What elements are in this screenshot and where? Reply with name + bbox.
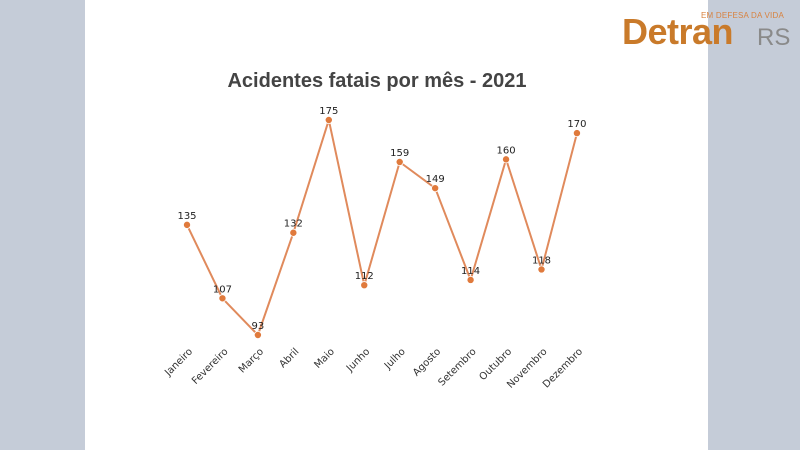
x-tick-label: Junho (344, 346, 372, 374)
data-label: 149 (426, 174, 445, 185)
chart-title: Acidentes fatais por mês - 2021 (227, 70, 526, 92)
data-point (289, 228, 298, 237)
x-tick-label: Janeiro (162, 346, 195, 379)
data-label: 107 (213, 284, 232, 295)
data-point (360, 281, 369, 290)
data-label: 132 (284, 219, 303, 230)
logo-word: Detran (622, 11, 734, 52)
series-line (186, 119, 578, 336)
data-label: 114 (461, 266, 480, 277)
data-point (182, 220, 191, 229)
data-point (572, 129, 581, 138)
data-point (218, 294, 227, 303)
data-point (537, 265, 546, 274)
x-tick-label: Julho (382, 346, 408, 372)
x-tick-label: Abril (278, 346, 302, 370)
data-label: 93 (252, 321, 265, 332)
data-label: 175 (319, 106, 338, 117)
x-tick-label: Maio (312, 346, 337, 371)
data-point (395, 157, 404, 166)
x-tick-label: Março (237, 346, 266, 375)
data-label: 159 (390, 148, 409, 159)
logo-suffix: RS (757, 24, 791, 51)
data-label: 112 (355, 271, 374, 282)
data-point (431, 184, 440, 193)
data-labels: 135 107 93 132 175 112 159 149 114 160 118 170 (177, 106, 586, 332)
data-point (466, 275, 475, 284)
x-tick-label: Setembro (437, 346, 479, 388)
x-tick-label: Fevereiro (190, 346, 230, 386)
x-tick-label: Agosto (411, 346, 443, 378)
data-point (253, 330, 262, 339)
x-tick-label: Outubro (478, 346, 515, 383)
data-point (502, 155, 511, 164)
data-label: 135 (177, 211, 196, 222)
logo-tagline: EM DEFESA DA VIDA (701, 11, 784, 20)
data-point (324, 116, 333, 125)
data-label: 170 (567, 119, 586, 130)
data-label: 118 (532, 255, 551, 266)
detran-logo: EM DEFESA DA VIDA Detran RS (620, 8, 790, 53)
series-layer (182, 116, 581, 339)
data-label: 160 (497, 145, 516, 156)
